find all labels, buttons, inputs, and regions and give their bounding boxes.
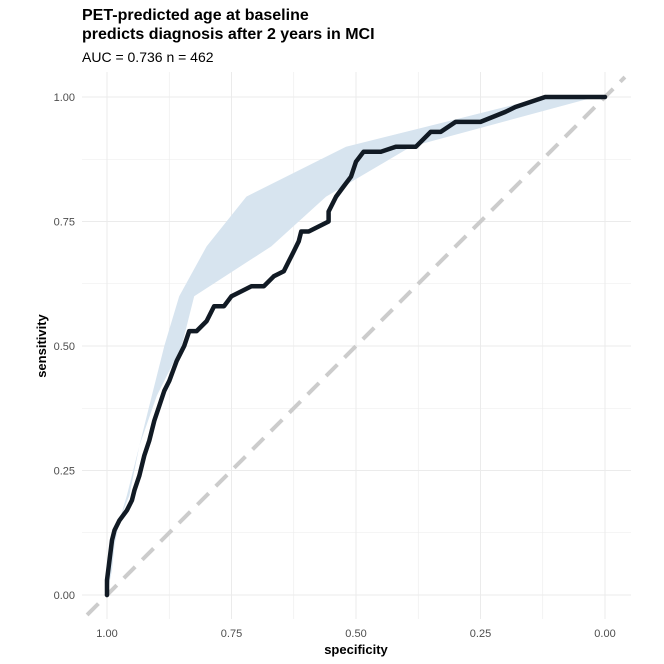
x-tick-label: 0.25 (470, 628, 491, 640)
chart-subtitle: AUC = 0.736 n = 462 (82, 49, 214, 65)
y-tick-label: 1.00 (54, 92, 75, 104)
confidence-interval-band (107, 97, 595, 595)
chart-title-line-1: PET-predicted age at baseline (82, 7, 309, 24)
y-tick-label: 0.50 (54, 341, 75, 353)
x-tick-label: 1.00 (96, 628, 117, 640)
x-tick-label: 0.75 (221, 628, 242, 640)
chart-title-block: PET-predicted age at baseline predicts d… (82, 6, 375, 66)
x-tick-label: 0.00 (594, 628, 615, 640)
x-axis-title: specificity (324, 642, 388, 657)
y-tick-label: 0.00 (54, 590, 75, 602)
reference-diagonal-line (85, 75, 627, 617)
x-tick-label: 0.50 (345, 628, 366, 640)
y-tick-label: 0.75 (54, 217, 75, 229)
y-tick-label: 0.25 (54, 466, 75, 478)
chart-title-line-2: predicts diagnosis after 2 years in MCI (82, 26, 375, 43)
y-axis-title: sensitivity (34, 313, 49, 377)
roc-curve-line (104, 94, 608, 598)
axis-tick-labels: 1.00 0.75 0.50 0.25 0.00 0.00 0.25 0.50 0.75 1.00 (54, 92, 616, 640)
